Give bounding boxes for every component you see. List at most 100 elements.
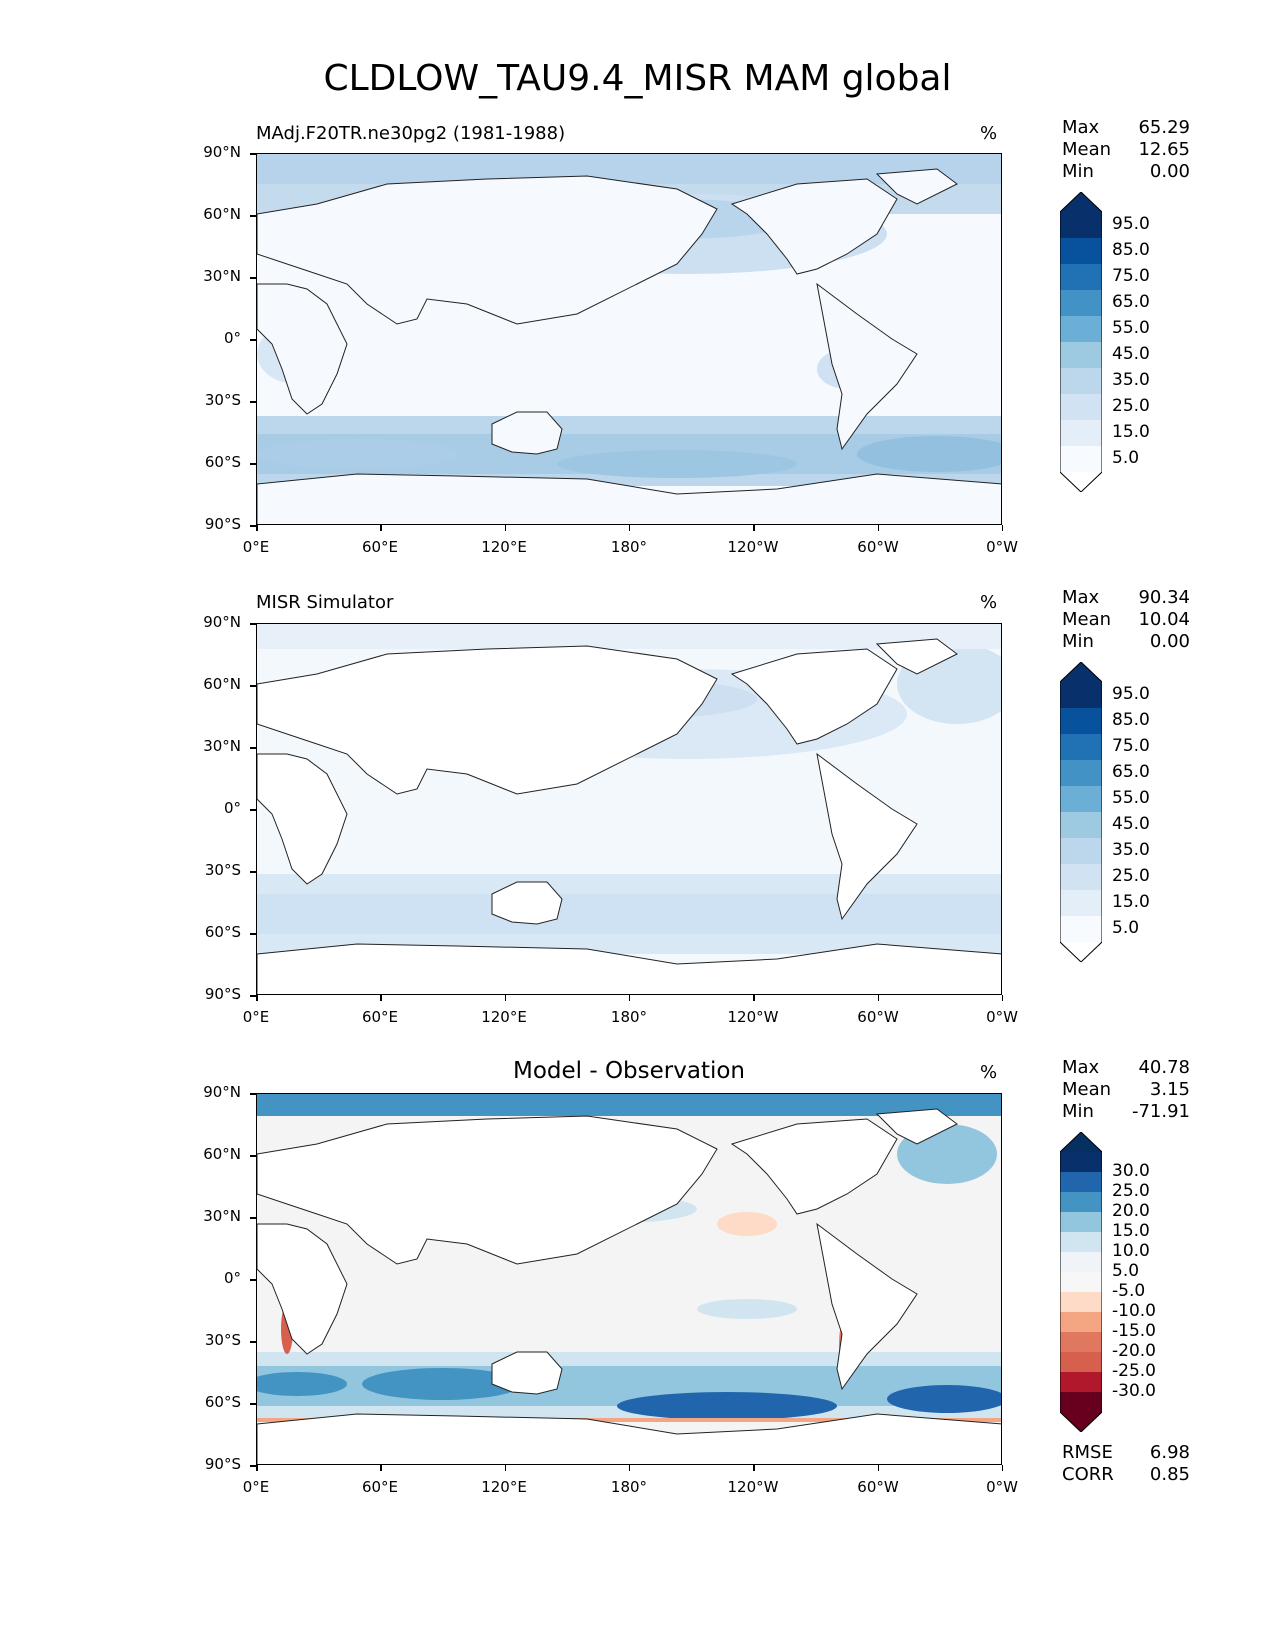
colorbar-swatch [1060, 316, 1102, 343]
x-tick-mark [380, 525, 382, 531]
colorbar-swatch [1060, 1392, 1102, 1413]
x-tick-label: 0°E [242, 538, 270, 556]
y-tick-label: 30°S [204, 1331, 241, 1349]
stat-label: Max [1062, 1057, 1100, 1078]
colorbar-tick-label: 30.0 [1112, 1161, 1150, 1181]
x-tick-mark [256, 525, 258, 531]
colorbar-tick-label: -15.0 [1112, 1321, 1156, 1341]
colorbar-tick-label: 10.0 [1112, 1241, 1150, 1261]
colorbar-swatch [1060, 1152, 1102, 1173]
unit-label: % [980, 592, 998, 613]
x-tick-label: 180° [610, 1478, 648, 1496]
colorbar-swatch [1060, 394, 1102, 421]
stats-box: Max 65.29 Mean 12.65 Min 0.00 [1062, 117, 1190, 183]
colorbar-swatch [1060, 1372, 1102, 1393]
stat-mean: 12.65 [1138, 139, 1190, 160]
y-tick-mark [250, 995, 256, 997]
colorbar-swatch [1060, 212, 1102, 239]
colorbar-tick-label: 35.0 [1112, 370, 1150, 390]
x-tick-label: 120°E [481, 1008, 527, 1026]
y-tick-label: 90°S [204, 1455, 241, 1473]
y-tick-mark [250, 277, 256, 279]
colorbar-tick-label: 20.0 [1112, 1201, 1150, 1221]
figure-title: CLDLOW_TAU9.4_MISR MAM global [323, 58, 952, 99]
stats-box: Max 40.78 Mean 3.15 Min -71.91 [1062, 1057, 1190, 1123]
colorbar-swatch [1060, 290, 1102, 317]
x-tick-mark [504, 995, 507, 1001]
y-tick-mark [250, 339, 256, 341]
x-tick-mark [504, 525, 507, 531]
y-tick-label: 60°N [203, 205, 241, 223]
stats-box: Max 90.34 Mean 10.04 Min 0.00 [1062, 587, 1190, 653]
y-tick-label: 90°N [203, 1083, 241, 1101]
y-tick-label: 90°N [203, 613, 241, 631]
y-tick-mark [250, 463, 256, 465]
y-tick-label: 30°S [204, 861, 241, 879]
y-tick-mark [250, 933, 256, 935]
stat-label: Mean [1062, 609, 1112, 630]
colorbar-tick-label: 55.0 [1112, 318, 1150, 338]
colorbar-swatch [1060, 760, 1102, 787]
unit-label: % [980, 1062, 998, 1083]
x-tick-label: 0°W [986, 1008, 1018, 1026]
colorbar-tick-label: 5.0 [1112, 1261, 1140, 1281]
x-tick-label: 0°W [986, 1478, 1018, 1496]
y-tick-mark [250, 1155, 256, 1157]
colorbar-tick-label: -25.0 [1112, 1361, 1156, 1381]
y-tick-mark [250, 1465, 256, 1467]
x-tick-label: 60°E [361, 538, 399, 556]
x-tick-mark [877, 525, 879, 531]
stat-label: Min [1062, 1101, 1094, 1122]
stat-min: -71.91 [1131, 1101, 1190, 1122]
y-tick-label: 60°N [203, 1145, 241, 1163]
colorbar-tick-label: 35.0 [1112, 840, 1150, 860]
y-tick-mark [250, 685, 256, 687]
y-tick-mark [250, 1279, 256, 1281]
colorbar-tick-label: 55.0 [1112, 788, 1150, 808]
stat-mean: 10.04 [1138, 609, 1190, 630]
colorbar-extend-top [1060, 662, 1102, 682]
colorbar-tick-label: 5.0 [1112, 918, 1140, 938]
colorbar-tick-label: 5.0 [1112, 448, 1140, 468]
x-tick-label: 0°W [986, 538, 1018, 556]
continents [257, 1108, 1001, 1464]
x-tick-label: 180° [610, 538, 648, 556]
colorbar-swatch [1060, 916, 1102, 943]
x-tick-mark [504, 1465, 507, 1471]
x-tick-label: 60°E [361, 1008, 399, 1026]
x-tick-label: 120°E [481, 1478, 527, 1496]
colorbar-swatch [1060, 812, 1102, 839]
colorbar-extend-bottom [1060, 472, 1102, 492]
colorbar-extend-bottom [1060, 942, 1102, 962]
x-tick-label: 60°W [857, 1008, 899, 1026]
colorbar-tick-label: 75.0 [1112, 266, 1150, 286]
metric-corr: 0.85 [1149, 1464, 1190, 1485]
colorbar-swatch [1060, 786, 1102, 813]
y-tick-label: 0° [223, 329, 241, 347]
stat-label: Min [1062, 161, 1094, 182]
x-tick-mark [753, 995, 755, 1001]
colorbar-tick-label: -10.0 [1112, 1301, 1156, 1321]
x-tick-mark [877, 995, 879, 1001]
map-plot [256, 623, 1002, 995]
colorbar-tick-label: 15.0 [1112, 892, 1150, 912]
y-tick-label: 90°N [203, 143, 241, 161]
x-tick-mark [1001, 1465, 1004, 1471]
colorbar [1060, 662, 1102, 962]
y-tick-mark [250, 623, 256, 625]
y-tick-label: 30°N [203, 267, 241, 285]
y-tick-mark [250, 401, 256, 403]
metric-label: CORR [1062, 1464, 1114, 1485]
x-tick-label: 60°E [361, 1478, 399, 1496]
x-tick-label: 180° [610, 1008, 648, 1026]
x-tick-mark [877, 1465, 879, 1471]
colorbar-tick-label: 95.0 [1112, 214, 1150, 234]
colorbar-swatch [1060, 368, 1102, 395]
y-tick-mark [250, 215, 256, 217]
x-tick-mark [256, 1465, 258, 1471]
stat-min: 0.00 [1149, 631, 1190, 652]
colorbar-swatch [1060, 1292, 1102, 1313]
x-tick-label: 120°W [727, 1008, 779, 1026]
panel-title: MAdj.F20TR.ne30pg2 (1981-1988) [256, 123, 566, 144]
y-tick-label: 30°N [203, 1207, 241, 1225]
